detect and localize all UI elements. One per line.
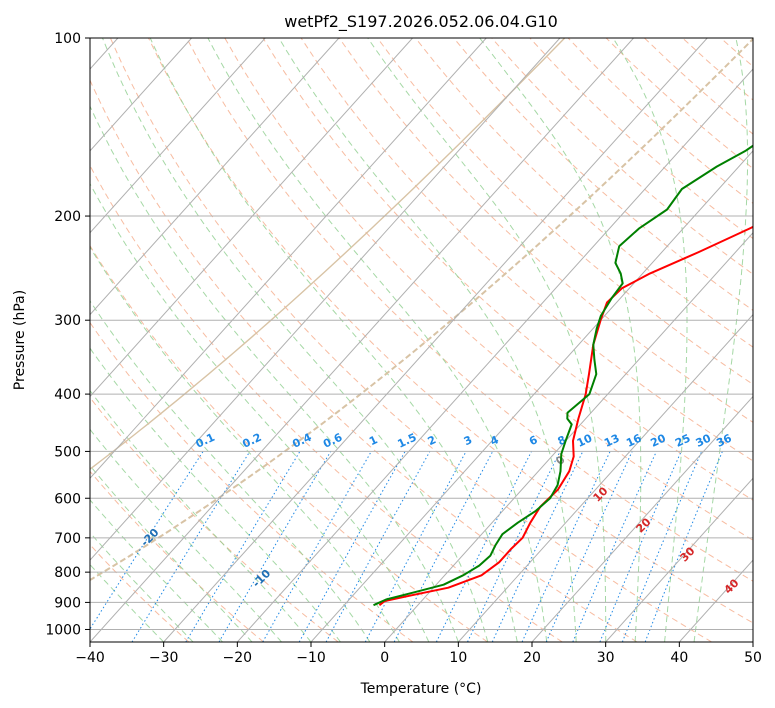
- y-tick-label: 300: [54, 313, 81, 329]
- moist-adiabat-line: [207, 38, 548, 642]
- moist-adiabat-line: [90, 428, 282, 642]
- x-tick-label: −40: [75, 650, 105, 666]
- moist-adiabat-line: [278, 38, 577, 642]
- isotherm-line: [90, 38, 487, 480]
- isotherm-line: [90, 38, 413, 398]
- y-tick-label: 1000: [45, 622, 81, 638]
- moist-adiabat-line: [90, 347, 341, 642]
- x-tick-label: 50: [744, 650, 762, 666]
- mixing-ratio-line: [644, 451, 723, 642]
- isotherm-line: [90, 38, 266, 234]
- y-tick-label: 900: [54, 595, 81, 611]
- dewpoint-profile-line: [373, 144, 753, 607]
- plot-area: -100-90-80-70-60-50-40-30-20-100.10.20.4…: [90, 38, 753, 642]
- mixing-ratio-line: [621, 451, 703, 642]
- moist-adiabat-line: [90, 464, 253, 642]
- x-tick-label: 0: [380, 650, 389, 666]
- isotherm-line: [236, 68, 753, 642]
- axes: −40 −30 −20 −10 0 10 20 30 40 50 100 200 300 400 500 60…: [45, 31, 762, 666]
- mixing-ratio-label: 10: [575, 431, 595, 449]
- x-tick-label: 30: [597, 650, 615, 666]
- y-tick-label: 100: [54, 31, 81, 47]
- isotherm-line: [531, 395, 753, 642]
- isotherm-line: [310, 150, 753, 642]
- x-tick-label: −10: [296, 650, 326, 666]
- mixing-ratio-line: [435, 451, 532, 642]
- dry-adiabat-line: [90, 544, 190, 642]
- isotherm-line: [605, 477, 753, 642]
- mixing-ratio-line: [298, 451, 406, 642]
- dry-adiabat-line: [90, 244, 488, 642]
- temperature-profile-line: [378, 225, 753, 606]
- dry-adiabat-line: [90, 164, 563, 642]
- mixing-ratio-line: [262, 451, 372, 642]
- chart-title: wetPf2_S197.2026.052.06.04.G10: [284, 12, 558, 32]
- isotherm-line: [457, 313, 753, 642]
- mixing-ratio-label: 25: [673, 432, 692, 450]
- y-tick-label: 400: [54, 387, 81, 403]
- moist-adiabat-line: [102, 38, 489, 642]
- y-tick-label: 600: [54, 491, 81, 507]
- x-tick-label: 10: [449, 650, 467, 666]
- mixing-ratio-label: 16: [624, 431, 644, 449]
- mixing-ratio-label: 36: [714, 431, 734, 449]
- mixing-ratio-label: 30: [694, 431, 714, 449]
- mixing-ratio-label: 13: [602, 432, 621, 450]
- x-tick-label: 20: [523, 650, 541, 666]
- x-tick-label: 40: [670, 650, 688, 666]
- y-tick-label: 700: [54, 531, 81, 547]
- dry-adiabat-line: [376, 38, 753, 385]
- trajectory-curve: [90, 38, 753, 582]
- isotherm-line: [90, 38, 634, 642]
- x-tick-label: −20: [223, 650, 253, 666]
- moist-adiabat-line: [90, 105, 459, 642]
- y-tick-label: 800: [54, 565, 81, 581]
- dry-adiabat-line: [415, 38, 753, 348]
- mixing-ratio-line: [90, 451, 204, 630]
- isotherm-line: [163, 38, 708, 642]
- mixing-ratio-line: [545, 451, 633, 642]
- moist-adiabat-line: [90, 246, 400, 642]
- isotherm-line: [384, 231, 753, 642]
- moist-adiabat-line: [90, 300, 371, 642]
- moist-adiabat-line: [612, 38, 688, 642]
- x-tick-label: −30: [149, 650, 179, 666]
- x-axis-title: Temperature (°C): [360, 681, 482, 697]
- moist-adiabat-line: [693, 38, 749, 642]
- moist-adiabat-line: [367, 38, 607, 642]
- dry-adiabat-line: [109, 38, 712, 642]
- mixing-ratio-line: [599, 451, 682, 642]
- isotherm-line: [90, 38, 561, 561]
- dry-adiabat-line: [90, 396, 339, 642]
- y-tick-label: 200: [54, 209, 81, 225]
- mixing-ratio-label: 20: [648, 431, 668, 449]
- dry-adiabat-line: [453, 38, 753, 311]
- moist-adiabat-line: [149, 38, 518, 642]
- isotherm-line: [90, 38, 340, 316]
- dry-adiabat-line: [90, 470, 264, 642]
- isotherm-line: [90, 38, 192, 152]
- mixing-ratio-line: [325, 451, 431, 642]
- y-tick-label: 500: [54, 444, 81, 460]
- y-axis-title: Pressure (hPa): [12, 290, 28, 390]
- mixing-ratio-line: [572, 451, 657, 642]
- plot-frame: [89, 37, 754, 643]
- dry-adiabat-line: [148, 38, 753, 624]
- trajectory-curve: [90, 38, 566, 471]
